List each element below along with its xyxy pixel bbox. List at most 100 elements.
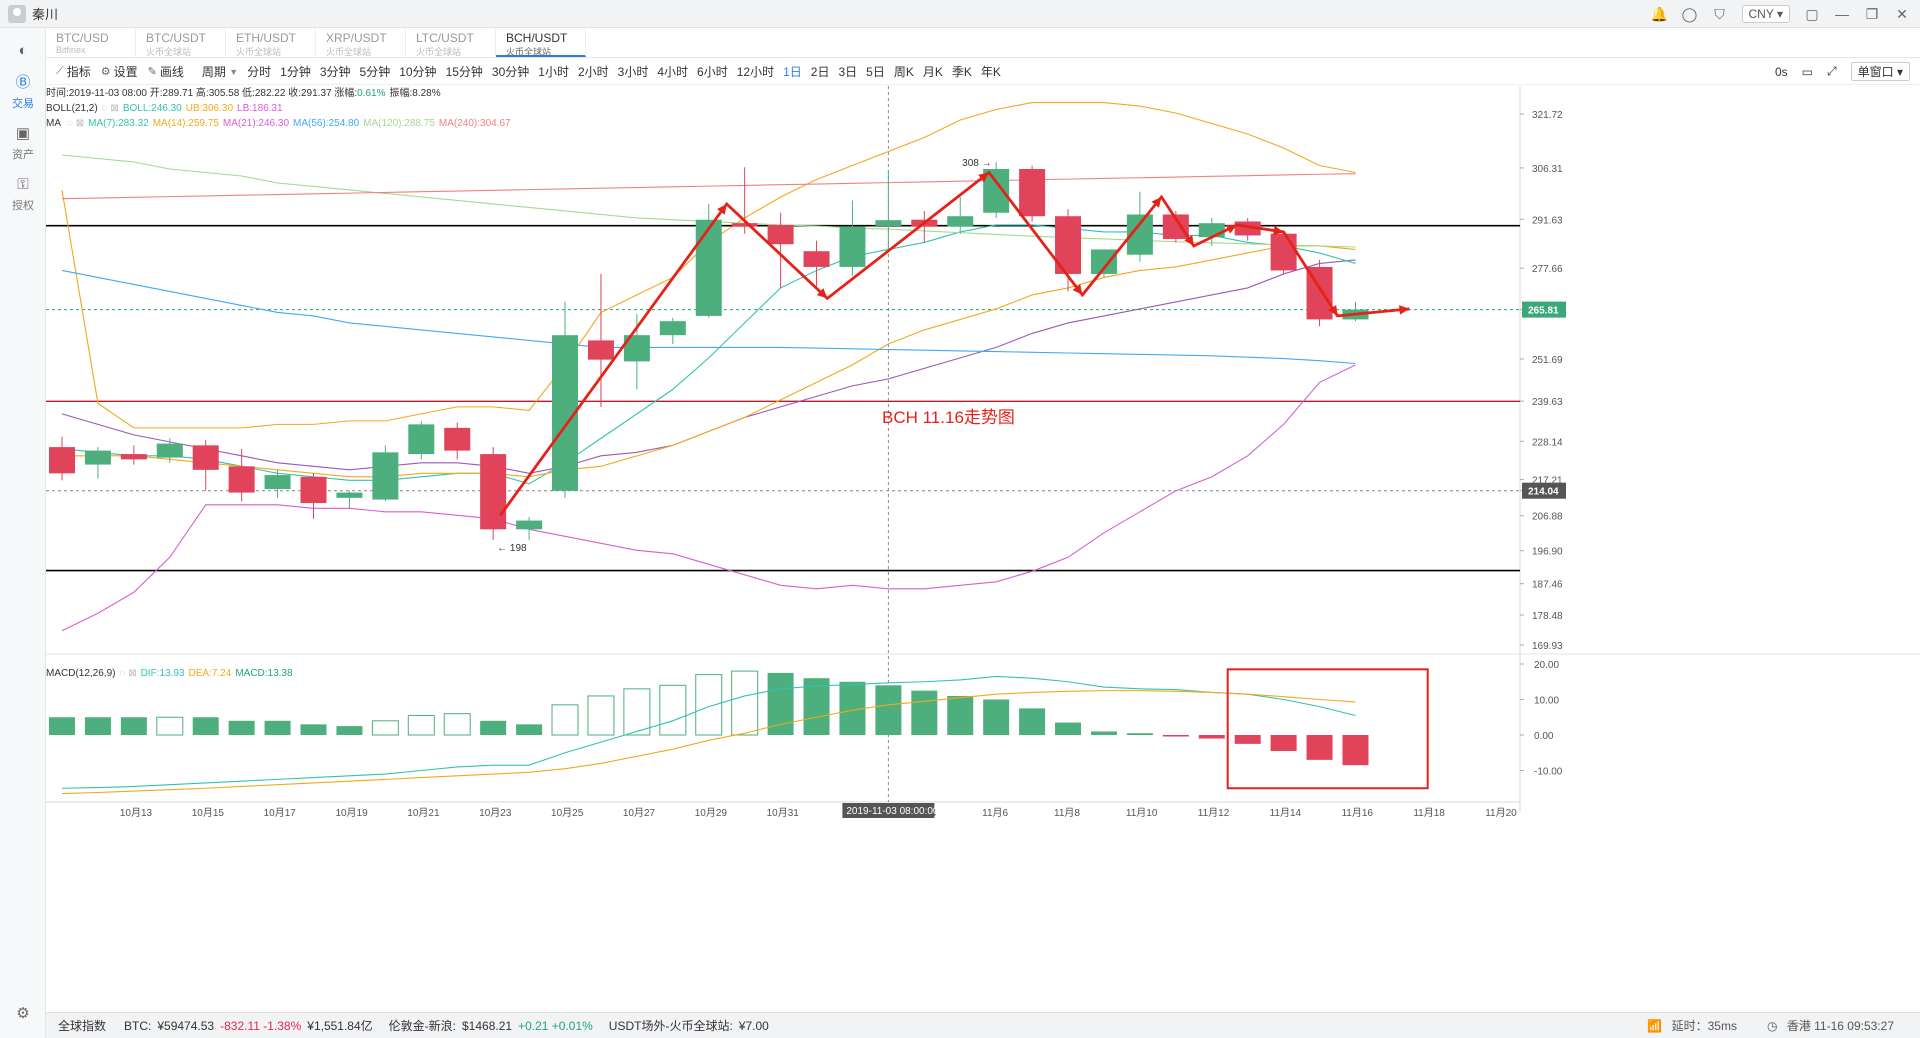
pair-tabs: BTC/USD Bitfinex BTC/USDT 火币全球站 ETH/USDT 火币… — [46, 28, 1920, 58]
legend-item: BOLL:246.30 — [123, 103, 182, 114]
period-14[interactable]: 2日 — [810, 65, 830, 79]
period-15[interactable]: 3日 — [838, 65, 858, 79]
period-17[interactable]: 周K — [893, 65, 914, 79]
sidebar-item-assets[interactable]: ▣ 资产 — [0, 125, 46, 162]
macd-bar — [587, 695, 615, 736]
candle-body — [84, 450, 111, 465]
period-1[interactable]: 1分钟 — [280, 65, 311, 79]
trend-arrow-head — [1328, 304, 1338, 316]
btc-change: -832.11 -1.38% — [220, 1018, 302, 1033]
period-19[interactable]: 季K — [951, 65, 972, 79]
macd-bar — [1162, 735, 1189, 737]
note-icon[interactable]: ▢ — [1805, 5, 1819, 22]
macd-bar — [1019, 708, 1046, 735]
tab-source: 火币全球站 — [326, 47, 372, 57]
macd-bar — [695, 674, 723, 736]
candle-body — [444, 427, 471, 451]
draw-button[interactable]: ✎ 画线 — [148, 63, 184, 80]
period-4[interactable]: 10分钟 — [399, 65, 437, 79]
chat-icon[interactable]: ◯ — [1681, 5, 1698, 22]
candle-body — [803, 251, 830, 267]
tab-bch-usdt[interactable]: BCH/USDT 火币全球站 — [496, 28, 586, 57]
period-6[interactable]: 30分钟 — [491, 65, 530, 79]
shirt-icon[interactable]: ⛉ — [1714, 5, 1725, 22]
period-10[interactable]: 4小时 — [657, 65, 689, 79]
time-tick-label: 10月17 — [264, 807, 297, 819]
macd-bar — [264, 720, 291, 735]
price-tick-label: 169.93 — [1532, 641, 1563, 652]
trend-arrow-head — [717, 203, 727, 215]
legend-item: DIF:13.93 — [141, 668, 185, 679]
candle-body — [1198, 223, 1225, 238]
tab-eth-usdt[interactable]: ETH/USDT 火币全球站 — [226, 28, 316, 57]
indicator-legend: 时间:2019-11-03 08:00 开:289.71 高:305.58 低:… — [46, 86, 441, 99]
legend-item: 时间:2019-11-03 08:00 开:289.71 高:305.58 低:… — [46, 86, 357, 99]
macd-dif-line — [61, 675, 1356, 789]
indicator-button[interactable]: ⟋ 指标 — [56, 63, 91, 80]
legend-item: ◌ ⊠ — [119, 668, 136, 679]
sidebar-settings[interactable]: ⚙ — [0, 1005, 46, 1026]
candle-body — [480, 454, 507, 530]
fullscreen-icon[interactable]: ▭ — [1801, 64, 1814, 79]
period-5[interactable]: 15分钟 — [445, 65, 483, 79]
expand-icon[interactable]: ⤢ — [1827, 64, 1837, 78]
global-index-label[interactable]: 全球指数 — [58, 1019, 107, 1033]
trade-icon: Ⓑ — [15, 74, 31, 91]
gold-price: $1468.21 — [462, 1018, 513, 1033]
legend-item: MACD:13.38 — [235, 668, 293, 679]
period-11[interactable]: 6小时 — [697, 65, 728, 79]
period-dropdown[interactable]: 周期 ▼ — [202, 63, 238, 80]
chart-annotation-title: BCH 11.16走势图 — [882, 408, 1015, 427]
indicator-label: 指标 — [66, 65, 91, 79]
avatar[interactable] — [8, 4, 26, 23]
latency-value: 延时：35ms — [1671, 1019, 1737, 1033]
bell-icon[interactable]: 🔔 — [1650, 5, 1669, 22]
candle-body — [228, 466, 255, 493]
period-18[interactable]: 月K — [922, 65, 943, 79]
tab-btc-usd[interactable]: BTC/USD Bitfinex — [46, 28, 136, 57]
sidebar-item-authorize[interactable]: ⚿ 授权 — [0, 176, 46, 213]
period-3[interactable]: 5分钟 — [359, 65, 391, 79]
indicator-legend: MA ◌ ⊠ MA(7):283.32 MA(14):259.75 MA(21):246… — [46, 118, 511, 129]
user-info[interactable]: 秦川 — [8, 4, 58, 23]
macd-bar — [336, 726, 363, 735]
macd-bar — [1234, 735, 1261, 744]
period-8[interactable]: 2小时 — [577, 65, 609, 79]
macd-bar — [443, 713, 471, 736]
refresh-timer[interactable]: 0s — [1774, 64, 1788, 79]
period-9[interactable]: 3小时 — [617, 65, 649, 79]
candle-body — [695, 219, 722, 316]
period-20[interactable]: 年K — [980, 65, 1001, 79]
sidebar-item-trade[interactable]: Ⓑ 交易 — [0, 74, 46, 111]
price-tick-label: 196.90 — [1532, 547, 1563, 558]
legend-item: MA(21):246.30 — [223, 118, 290, 129]
period-13[interactable]: 1日 — [783, 65, 802, 79]
sidebar-logo[interactable]: ◐ — [0, 42, 46, 60]
period-7[interactable]: 1小时 — [538, 65, 569, 79]
macd-bar — [875, 685, 902, 735]
kline-chart[interactable]: 321.72 306.31 291.63 277.66 251.69 239.63 228.… — [46, 86, 1920, 1012]
tab-xrp-usdt[interactable]: XRP/USDT 火币全球站 — [316, 28, 406, 57]
macd-bar — [516, 724, 543, 735]
macd-bar — [1198, 735, 1225, 739]
restore-icon[interactable]: ❐ — [1865, 5, 1879, 22]
minimize-icon[interactable]: — — [1835, 6, 1849, 22]
trend-arrow-head — [1184, 235, 1194, 246]
settings-button[interactable]: ⚙ 设置 — [101, 63, 138, 80]
tab-pair: ETH/USDT — [236, 31, 296, 45]
tab-ltc-usdt[interactable]: LTC/USDT 火币全球站 — [406, 28, 496, 57]
period-0[interactable]: 分时 — [247, 65, 272, 79]
candle-body — [767, 224, 794, 245]
macd-bar — [623, 688, 651, 736]
currency-select[interactable]: CNY ▾ — [1741, 5, 1790, 23]
macd-bar — [480, 720, 507, 735]
period-12[interactable]: 12小时 — [736, 65, 775, 79]
legend-item: 振幅:8.28% — [389, 86, 440, 99]
close-icon[interactable]: ✕ — [1896, 5, 1908, 22]
period-2[interactable]: 3分钟 — [319, 65, 351, 79]
time-tick-label: 10月15 — [192, 807, 225, 819]
period-16[interactable]: 5日 — [866, 65, 885, 79]
tab-btc-usdt[interactable]: BTC/USDT 火币全球站 — [136, 28, 226, 57]
layout-select[interactable]: 单窗口 ▾ — [1850, 62, 1910, 81]
candle-body — [1019, 168, 1046, 217]
